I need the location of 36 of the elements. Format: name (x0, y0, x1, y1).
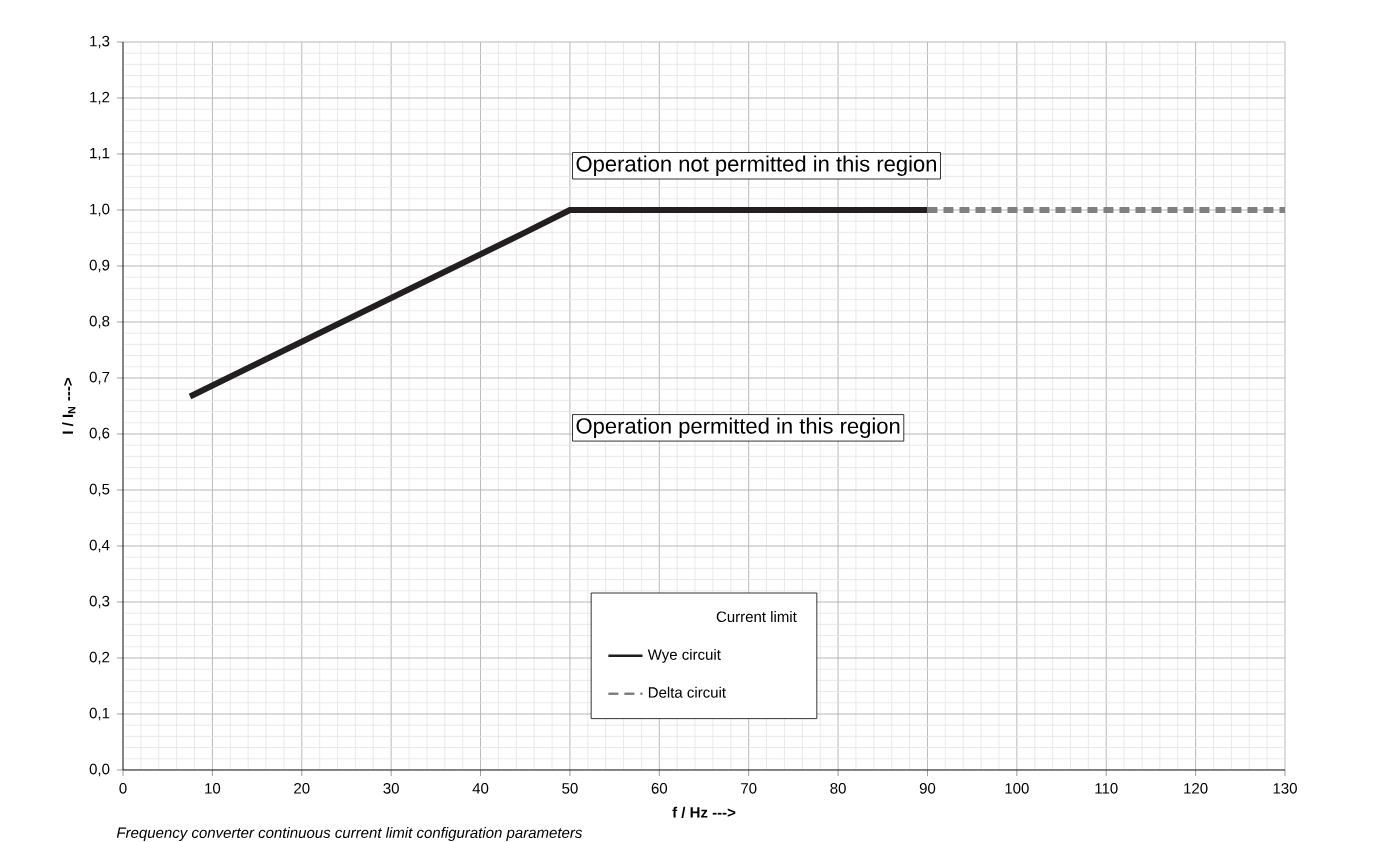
legend-title: Current limit (716, 611, 797, 623)
x-tick-label: 90 (919, 783, 936, 794)
x-tick-label: 40 (472, 783, 489, 794)
y-tick-label: 0,1 (89, 707, 110, 721)
x-tick-label: 30 (383, 783, 399, 794)
y-tick-label: 0,2 (89, 651, 110, 665)
y-tick-label: 0,0 (89, 763, 110, 777)
y-tick-label: 0,6 (89, 427, 110, 441)
y-tick-label: 0,4 (89, 539, 110, 553)
y-tick-label: 1,0 (90, 203, 110, 217)
x-tick-label: 50 (562, 783, 578, 794)
x-tick-label: 0 (119, 783, 127, 794)
annotation: Operation permitted in this region (576, 417, 900, 439)
x-tick-label: 130 (1273, 783, 1297, 794)
x-tick-label: 120 (1184, 783, 1208, 794)
text: Frequency converter continuous current limit configuration parameters (116, 827, 583, 841)
y-tick-label: 1,2 (90, 91, 110, 105)
x-tick-label: 60 (651, 783, 668, 794)
x-tick-label: 80 (830, 783, 846, 794)
x-tick-label: 20 (294, 783, 310, 794)
y-tick-label: 0,8 (89, 315, 110, 329)
x-tick-label: 110 (1095, 783, 1118, 794)
x-axis-title: f / Hz ---> (672, 806, 736, 818)
y-tick-label: 0,5 (89, 483, 110, 497)
legend-label: Wye circuit (647, 648, 721, 663)
y-tick-label: 1,1 (90, 147, 110, 161)
y-axis-title: I / I$_{N}$ ---> (62, 377, 76, 434)
legend-label: Delta circuit (648, 686, 726, 698)
x-tick-label: 100 (1005, 783, 1029, 794)
y-tick-label: 0,9 (89, 259, 110, 273)
x-tick-label: 70 (741, 783, 757, 794)
annotation: Operation not permitted in this region (576, 155, 936, 176)
y-tick-label: 0,3 (89, 595, 110, 609)
x-tick-label: 10 (205, 783, 221, 794)
y-tick-label: 1,3 (90, 35, 110, 49)
y-tick-label: 0,7 (89, 371, 110, 385)
